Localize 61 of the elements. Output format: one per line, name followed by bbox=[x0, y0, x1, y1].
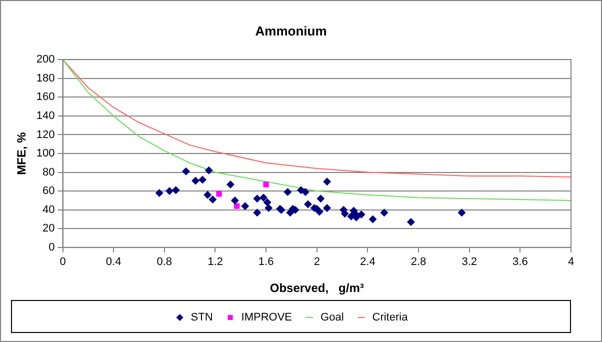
point bbox=[368, 215, 377, 224]
point bbox=[155, 188, 164, 197]
point bbox=[198, 176, 207, 184]
point bbox=[204, 166, 213, 174]
point bbox=[315, 208, 324, 216]
x-tick-label: 0 bbox=[60, 256, 66, 268]
point bbox=[216, 191, 222, 197]
y-tick-label: 40 bbox=[42, 204, 55, 216]
point bbox=[192, 176, 200, 185]
x-tick-label: 1.6 bbox=[258, 256, 274, 268]
x-tick-label: 3.2 bbox=[462, 256, 477, 268]
point bbox=[172, 186, 180, 194]
y-tick-label: 20 bbox=[42, 222, 55, 235]
point bbox=[226, 180, 234, 188]
point bbox=[263, 182, 269, 188]
point bbox=[208, 196, 217, 204]
point bbox=[263, 198, 272, 206]
point bbox=[204, 190, 212, 199]
point bbox=[241, 202, 250, 210]
point bbox=[301, 188, 310, 196]
point bbox=[253, 208, 262, 217]
y-tick-label: 160 bbox=[36, 91, 55, 104]
point bbox=[357, 210, 366, 219]
x-tick-label: 4 bbox=[568, 256, 574, 268]
x-tick-label: 2.8 bbox=[410, 256, 426, 268]
point bbox=[380, 208, 388, 217]
x-tick-label: 1.2 bbox=[208, 256, 223, 268]
y-axis-title: MFE, % bbox=[14, 132, 29, 175]
x-axis-title: Observed, g/m³ bbox=[270, 281, 364, 296]
point bbox=[165, 187, 174, 196]
point bbox=[230, 196, 239, 204]
point bbox=[284, 188, 292, 196]
point bbox=[264, 204, 273, 212]
x-tick-label: 0.4 bbox=[106, 256, 122, 268]
point bbox=[260, 194, 268, 202]
point bbox=[458, 208, 466, 217]
y-tick-label: 200 bbox=[36, 54, 55, 66]
y-tick-label: 100 bbox=[36, 148, 55, 160]
y-tick-label: 180 bbox=[36, 72, 55, 84]
y-tick-label: 0 bbox=[48, 241, 55, 254]
legend-label: IMPROVE bbox=[241, 312, 292, 324]
x-tick-label: 3.6 bbox=[512, 256, 528, 268]
x-tick-label: 0.8 bbox=[156, 256, 172, 268]
x-tick-label: 2 bbox=[314, 256, 320, 268]
point bbox=[304, 200, 312, 208]
y-tick-label: 80 bbox=[42, 166, 55, 178]
point bbox=[234, 203, 240, 209]
legend-label: Criteria bbox=[372, 312, 409, 324]
point bbox=[406, 218, 415, 226]
chart-title: Ammonium bbox=[255, 23, 327, 38]
x-tick-label: 2.4 bbox=[360, 256, 376, 268]
y-tick-label: 120 bbox=[36, 128, 55, 141]
point bbox=[182, 167, 190, 176]
legend-label: Goal bbox=[320, 312, 344, 324]
y-tick-label: 60 bbox=[42, 185, 55, 198]
point bbox=[253, 194, 262, 203]
point bbox=[323, 204, 332, 212]
legend-label: STN bbox=[190, 312, 213, 324]
point bbox=[323, 178, 332, 186]
y-tick-label: 140 bbox=[36, 110, 55, 122]
point bbox=[316, 194, 325, 203]
